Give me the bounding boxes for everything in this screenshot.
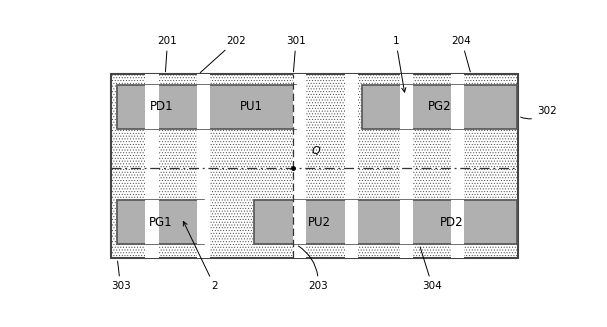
Text: 203: 203 — [299, 246, 328, 291]
Bar — [254, 200, 517, 245]
Text: 302: 302 — [521, 106, 557, 119]
Text: PU1: PU1 — [240, 100, 263, 113]
Text: 304: 304 — [420, 247, 443, 291]
Bar — [197, 75, 211, 258]
Bar — [293, 85, 307, 129]
Text: Q: Q — [311, 146, 320, 156]
Bar — [451, 75, 464, 258]
Bar — [111, 75, 518, 258]
Bar — [399, 200, 413, 245]
Text: PU2: PU2 — [308, 216, 331, 229]
Bar — [197, 85, 211, 129]
Bar — [293, 200, 307, 245]
Bar — [146, 200, 158, 245]
Text: PG1: PG1 — [149, 216, 172, 229]
Bar — [117, 200, 205, 245]
Bar — [117, 85, 296, 129]
Bar — [146, 85, 158, 129]
Text: 2: 2 — [183, 221, 218, 291]
Text: 1: 1 — [393, 36, 406, 92]
Text: 204: 204 — [452, 36, 472, 72]
Bar — [293, 75, 307, 258]
Text: 303: 303 — [110, 261, 131, 291]
Bar — [197, 200, 211, 245]
Text: 201: 201 — [158, 36, 177, 72]
Text: PD2: PD2 — [439, 216, 463, 229]
Text: PD1: PD1 — [150, 100, 174, 113]
Text: 202: 202 — [200, 36, 246, 73]
Text: PG2: PG2 — [428, 100, 452, 113]
Bar — [146, 75, 158, 258]
Bar — [399, 75, 413, 258]
Bar — [451, 85, 464, 129]
Text: 301: 301 — [286, 36, 306, 72]
Bar — [451, 200, 464, 245]
Bar — [345, 200, 358, 245]
Bar — [362, 85, 517, 129]
Bar — [399, 85, 413, 129]
Bar — [345, 75, 358, 258]
